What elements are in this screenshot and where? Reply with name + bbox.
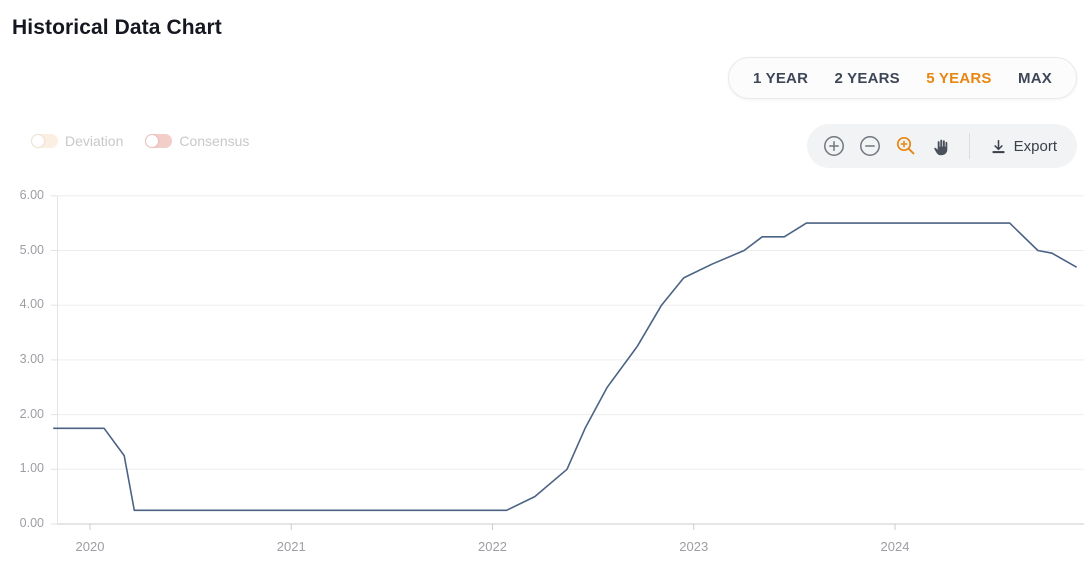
consensus-toggle-knob xyxy=(146,135,159,147)
export-label: Export xyxy=(1013,137,1057,155)
chart-toolbar: Export xyxy=(806,124,1077,168)
pan-hand-icon xyxy=(933,139,947,156)
y-axis-label: 0.00 xyxy=(19,516,44,530)
consensus-toggle-label: Consensus xyxy=(179,133,250,149)
deviation-toggle-knob xyxy=(32,135,44,147)
export-button[interactable]: Export xyxy=(984,138,1063,155)
consensus-toggle[interactable] xyxy=(145,134,173,148)
zoom-out-button[interactable] xyxy=(857,133,883,159)
y-axis-label: 2.00 xyxy=(19,406,44,421)
y-axis-label: 3.00 xyxy=(19,351,44,366)
range-selector: 1 YEAR 2 YEARS 5 YEARS MAX xyxy=(728,57,1077,99)
y-axis-label: 4.00 xyxy=(19,297,44,312)
x-axis-label: 2021 xyxy=(276,539,306,554)
deviation-toggle[interactable] xyxy=(31,134,58,148)
gridlines xyxy=(57,195,1084,525)
pan-button[interactable] xyxy=(929,133,955,159)
selection-zoom-icon xyxy=(896,136,915,155)
range-option-2-years[interactable]: 2 YEARS xyxy=(834,69,900,87)
toolbar-divider xyxy=(968,133,970,159)
zoom-out-icon xyxy=(859,136,880,156)
x-axis-label: 2022 xyxy=(478,539,507,554)
x-axis-label: 2023 xyxy=(679,539,709,554)
selection-zoom-button[interactable] xyxy=(893,133,919,159)
range-option-max[interactable]: MAX xyxy=(1018,69,1052,87)
consensus-toggle-group: Consensus xyxy=(145,133,249,149)
download-icon xyxy=(992,139,1005,153)
x-axis-label: 2024 xyxy=(880,539,910,554)
x-axis-label: 2020 xyxy=(75,539,105,554)
zoom-in-button[interactable] xyxy=(821,133,847,159)
axis-ticks xyxy=(51,195,896,530)
y-axis-label: 6.00 xyxy=(19,187,44,202)
series-toggles: Deviation Consensus xyxy=(31,133,249,149)
y-axis-label: 1.00 xyxy=(19,461,44,476)
zoom-in-icon xyxy=(823,136,844,156)
deviation-toggle-label: Deviation xyxy=(65,133,124,149)
deviation-toggle-group: Deviation xyxy=(31,133,123,149)
y-axis-label: 5.00 xyxy=(19,242,44,257)
range-option-5-years[interactable]: 5 YEARS xyxy=(926,69,992,87)
series-line xyxy=(52,222,1077,512)
page-title: Historical Data Chart xyxy=(12,16,222,39)
range-option-1-year[interactable]: 1 YEAR xyxy=(753,69,809,87)
